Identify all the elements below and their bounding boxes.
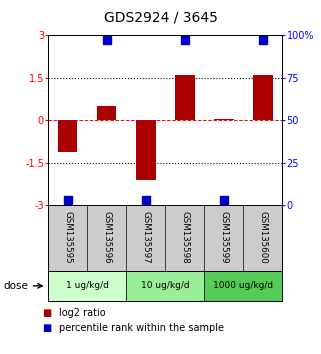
Text: 1000 ug/kg/d: 1000 ug/kg/d xyxy=(213,281,273,290)
Text: ■: ■ xyxy=(42,323,51,333)
Bar xyxy=(204,271,282,301)
Point xyxy=(143,198,148,203)
Text: GSM135597: GSM135597 xyxy=(141,211,150,263)
Text: 10 ug/kg/d: 10 ug/kg/d xyxy=(141,281,190,290)
Point xyxy=(260,38,265,43)
Point xyxy=(182,38,187,43)
Text: 1 ug/kg/d: 1 ug/kg/d xyxy=(66,281,108,290)
Bar xyxy=(126,271,204,301)
Bar xyxy=(253,75,273,120)
Bar xyxy=(48,271,126,301)
Text: ■: ■ xyxy=(42,308,51,318)
Text: GSM135598: GSM135598 xyxy=(180,211,189,263)
Text: GSM135600: GSM135600 xyxy=(258,211,267,263)
Text: GSM135599: GSM135599 xyxy=(219,211,229,263)
Text: log2 ratio: log2 ratio xyxy=(59,308,106,318)
Point xyxy=(221,198,226,203)
Text: GSM135596: GSM135596 xyxy=(102,211,111,263)
Bar xyxy=(214,119,234,120)
Text: dose: dose xyxy=(3,281,28,291)
Text: GSM135595: GSM135595 xyxy=(63,211,72,263)
Point xyxy=(65,198,70,203)
Bar xyxy=(97,106,117,120)
Text: GDS2924 / 3645: GDS2924 / 3645 xyxy=(104,11,217,25)
Bar xyxy=(175,75,195,120)
Bar xyxy=(136,120,156,180)
Point xyxy=(104,38,109,43)
Bar xyxy=(58,120,77,152)
Text: percentile rank within the sample: percentile rank within the sample xyxy=(59,323,224,333)
